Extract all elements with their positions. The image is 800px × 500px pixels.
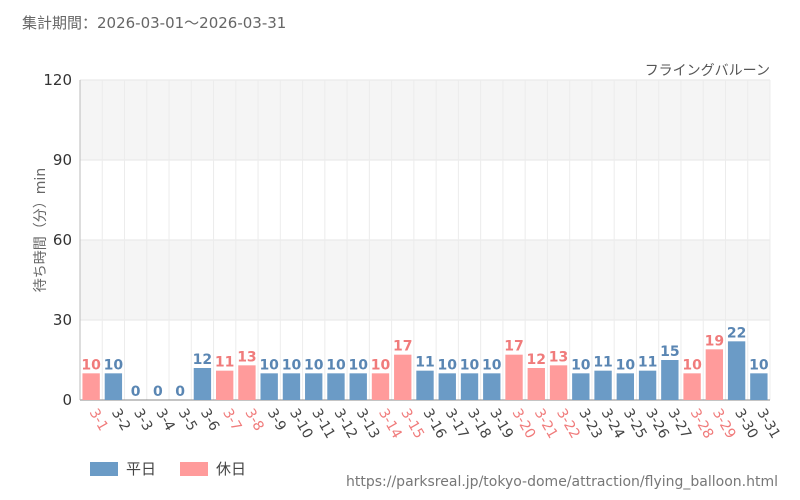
bar <box>505 354 523 400</box>
data-label: 11 <box>415 355 434 371</box>
data-label: 11 <box>638 355 657 371</box>
bar <box>594 370 612 400</box>
y-tick-label: 0 <box>62 391 72 409</box>
legend-weekday-label: 平日 <box>126 460 157 478</box>
data-label: 10 <box>81 357 101 373</box>
bar <box>104 373 123 400</box>
bar <box>527 368 545 400</box>
x-tick-label: 3-2 <box>108 406 133 434</box>
bar <box>327 373 345 400</box>
bar <box>705 349 724 400</box>
legend-holiday-label: 休日 <box>216 460 247 478</box>
bar <box>438 373 456 400</box>
x-tick-label: 3-9 <box>264 406 289 434</box>
x-tick-label: 3-31 <box>753 406 783 442</box>
data-label: 10 <box>259 357 279 373</box>
data-label: 17 <box>393 339 412 355</box>
period-label: 集計期間：2026-03-01～2026-03-31 <box>22 14 287 32</box>
data-label: 15 <box>660 344 679 360</box>
data-label: 11 <box>593 355 612 371</box>
data-label: 13 <box>549 349 568 365</box>
x-tick-label: 3-5 <box>175 406 200 434</box>
data-label: 10 <box>571 357 591 373</box>
data-label: 10 <box>104 357 124 373</box>
bar <box>349 373 367 400</box>
data-label: 22 <box>727 325 746 341</box>
bar <box>572 373 590 400</box>
bar <box>238 365 256 400</box>
bar <box>683 373 701 400</box>
data-label: 11 <box>215 355 234 371</box>
x-tick-label: 3-6 <box>197 406 222 434</box>
data-label: 10 <box>371 357 391 373</box>
bar <box>616 373 635 400</box>
bar <box>193 368 212 400</box>
bar <box>661 360 679 400</box>
data-label: 10 <box>616 357 636 373</box>
data-label: 10 <box>682 357 702 373</box>
bar <box>416 370 434 400</box>
bar <box>215 370 234 400</box>
bar <box>460 373 479 400</box>
y-tick-label: 30 <box>53 311 72 329</box>
bar <box>371 373 390 400</box>
x-tick-label: 3-1 <box>86 406 111 434</box>
bar <box>483 373 501 400</box>
y-tick-label: 60 <box>53 231 72 249</box>
x-tick-label: 3-4 <box>152 406 177 434</box>
data-label: 10 <box>326 357 346 373</box>
data-label: 0 <box>175 384 185 400</box>
data-label: 10 <box>282 357 302 373</box>
x-tick-label: 3-3 <box>130 406 155 434</box>
bar <box>305 373 323 400</box>
bar <box>727 341 746 400</box>
bar <box>638 370 657 400</box>
bar <box>82 373 100 400</box>
weekday-swatch <box>90 461 118 476</box>
data-label: 0 <box>153 384 163 400</box>
legend: 平日 休日 <box>90 458 260 479</box>
data-label: 19 <box>705 333 724 349</box>
y-tick-label: 120 <box>43 71 72 89</box>
x-tick-label: 3-8 <box>241 406 266 434</box>
bar <box>282 373 301 400</box>
data-label: 10 <box>348 357 368 373</box>
data-label: 13 <box>237 349 256 365</box>
source-url: https://parksreal.jp/tokyo-dome/attracti… <box>346 474 778 490</box>
x-tick-label: 3-7 <box>219 406 244 434</box>
legend-item-weekday: 平日 <box>90 458 156 479</box>
data-label: 10 <box>749 357 769 373</box>
data-label: 12 <box>527 352 546 368</box>
legend-item-holiday: 休日 <box>180 458 246 479</box>
data-label: 12 <box>193 352 212 368</box>
data-label: 10 <box>482 357 502 373</box>
data-label: 17 <box>504 339 523 355</box>
data-label: 0 <box>131 384 141 400</box>
attraction-name: フライングバルーン <box>644 63 770 79</box>
data-label: 10 <box>460 357 480 373</box>
data-label: 10 <box>304 357 324 373</box>
bar <box>549 365 568 400</box>
data-label: 10 <box>438 357 458 373</box>
plot-band <box>80 160 770 240</box>
bar <box>750 373 768 400</box>
bar <box>394 354 412 400</box>
y-tick-label: 90 <box>53 151 72 169</box>
bar <box>260 373 278 400</box>
plot-band <box>80 240 770 320</box>
plot-band <box>80 80 770 160</box>
holiday-swatch <box>180 461 209 476</box>
